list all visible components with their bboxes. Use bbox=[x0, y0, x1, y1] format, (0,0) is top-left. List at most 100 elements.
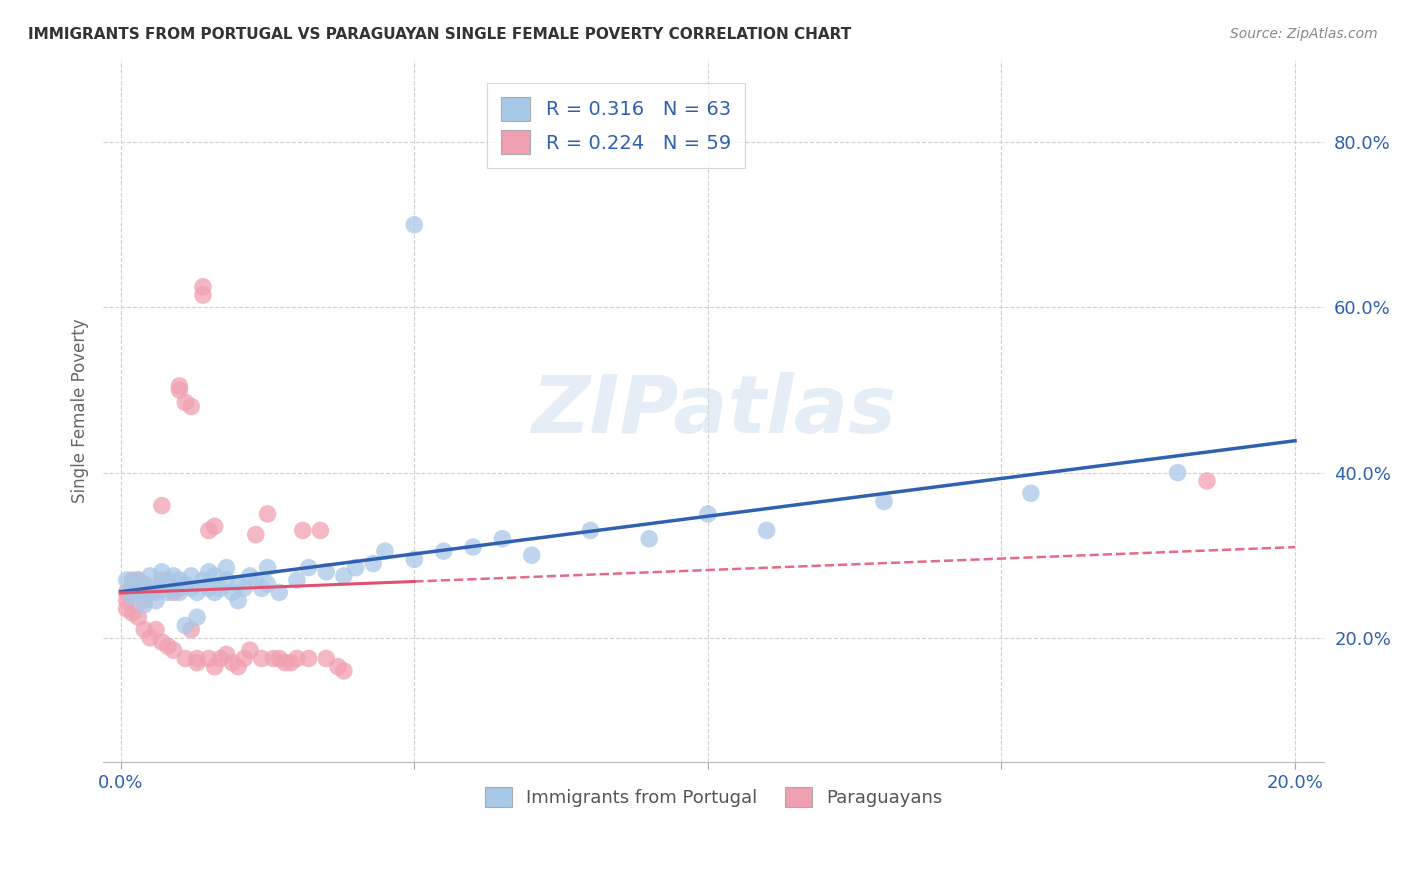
Point bbox=[221, 585, 243, 599]
Point bbox=[186, 656, 208, 670]
Point bbox=[134, 582, 156, 596]
Point bbox=[245, 573, 267, 587]
Point bbox=[226, 593, 249, 607]
Point bbox=[579, 524, 602, 538]
Point bbox=[180, 582, 202, 596]
Point bbox=[520, 548, 543, 562]
Point bbox=[139, 585, 162, 599]
Point bbox=[127, 573, 149, 587]
Point bbox=[315, 651, 337, 665]
Point bbox=[269, 651, 291, 665]
Point bbox=[150, 635, 173, 649]
Point bbox=[121, 573, 143, 587]
Point bbox=[245, 527, 267, 541]
Point bbox=[156, 573, 179, 587]
Point bbox=[215, 560, 238, 574]
Point bbox=[198, 651, 221, 665]
Point bbox=[134, 623, 156, 637]
Text: IMMIGRANTS FROM PORTUGAL VS PARAGUAYAN SINGLE FEMALE POVERTY CORRELATION CHART: IMMIGRANTS FROM PORTUGAL VS PARAGUAYAN S… bbox=[28, 27, 852, 42]
Point bbox=[256, 577, 278, 591]
Point bbox=[755, 524, 778, 538]
Text: ZIPatlas: ZIPatlas bbox=[531, 372, 896, 450]
Point bbox=[198, 565, 221, 579]
Point bbox=[256, 507, 278, 521]
Point bbox=[204, 569, 226, 583]
Point bbox=[204, 660, 226, 674]
Point bbox=[162, 585, 184, 599]
Point bbox=[174, 618, 197, 632]
Point bbox=[215, 573, 238, 587]
Point bbox=[191, 288, 214, 302]
Point bbox=[209, 582, 232, 596]
Point bbox=[139, 569, 162, 583]
Point bbox=[145, 585, 167, 599]
Point bbox=[121, 590, 143, 604]
Point bbox=[285, 651, 308, 665]
Point bbox=[156, 585, 179, 599]
Point bbox=[145, 623, 167, 637]
Text: Source: ZipAtlas.com: Source: ZipAtlas.com bbox=[1230, 27, 1378, 41]
Point bbox=[134, 577, 156, 591]
Point bbox=[115, 602, 138, 616]
Point bbox=[315, 565, 337, 579]
Point bbox=[873, 494, 896, 508]
Point bbox=[169, 383, 191, 397]
Point bbox=[186, 610, 208, 624]
Point bbox=[150, 565, 173, 579]
Point bbox=[696, 507, 718, 521]
Point bbox=[186, 585, 208, 599]
Point bbox=[169, 582, 191, 596]
Point bbox=[115, 585, 138, 599]
Point bbox=[215, 648, 238, 662]
Point bbox=[115, 593, 138, 607]
Point bbox=[269, 585, 291, 599]
Point bbox=[285, 573, 308, 587]
Point bbox=[150, 499, 173, 513]
Point bbox=[204, 519, 226, 533]
Point bbox=[239, 643, 262, 657]
Point bbox=[139, 585, 162, 599]
Point bbox=[180, 569, 202, 583]
Point bbox=[239, 569, 262, 583]
Point bbox=[169, 573, 191, 587]
Point bbox=[174, 651, 197, 665]
Point bbox=[191, 279, 214, 293]
Point bbox=[134, 593, 156, 607]
Legend: Immigrants from Portugal, Paraguayans: Immigrants from Portugal, Paraguayans bbox=[475, 778, 952, 816]
Point bbox=[115, 573, 138, 587]
Point bbox=[139, 631, 162, 645]
Point bbox=[169, 379, 191, 393]
Point bbox=[150, 582, 173, 596]
Point bbox=[233, 582, 256, 596]
Point bbox=[198, 582, 221, 596]
Point bbox=[174, 577, 197, 591]
Point bbox=[221, 656, 243, 670]
Point bbox=[121, 577, 143, 591]
Point bbox=[404, 218, 426, 232]
Point bbox=[326, 660, 349, 674]
Point bbox=[298, 560, 321, 574]
Point bbox=[121, 585, 143, 599]
Point bbox=[433, 544, 456, 558]
Point bbox=[150, 573, 173, 587]
Point bbox=[204, 585, 226, 599]
Point bbox=[1019, 486, 1042, 500]
Point bbox=[250, 651, 273, 665]
Point bbox=[180, 400, 202, 414]
Point bbox=[298, 651, 321, 665]
Point bbox=[162, 582, 184, 596]
Point bbox=[250, 582, 273, 596]
Point bbox=[333, 569, 356, 583]
Point bbox=[1167, 466, 1189, 480]
Point bbox=[169, 585, 191, 599]
Point bbox=[226, 660, 249, 674]
Point bbox=[127, 585, 149, 599]
Point bbox=[491, 532, 513, 546]
Point bbox=[162, 643, 184, 657]
Point bbox=[186, 651, 208, 665]
Point bbox=[344, 560, 367, 574]
Point bbox=[256, 560, 278, 574]
Point bbox=[145, 593, 167, 607]
Point bbox=[333, 664, 356, 678]
Point bbox=[461, 540, 484, 554]
